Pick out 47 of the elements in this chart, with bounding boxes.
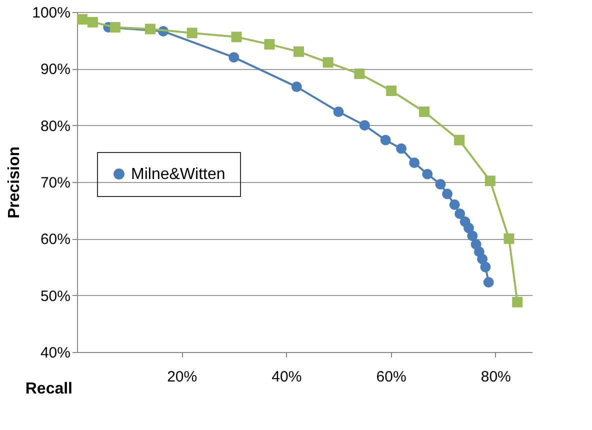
y-tick-label: 50%: [40, 288, 70, 305]
point: [449, 199, 460, 210]
point: [264, 39, 275, 50]
point: [442, 188, 453, 200]
y-axis-title: Precision: [6, 146, 24, 219]
point: [354, 68, 365, 80]
point: [477, 254, 488, 264]
y-tick-label: 100%: [32, 4, 70, 22]
point: [291, 82, 302, 92]
point: [228, 52, 240, 63]
y-tick-label: 60%: [40, 231, 70, 248]
point: [454, 134, 465, 146]
point: [512, 296, 523, 308]
point: [87, 16, 98, 28]
legend-label: Milne&Witten: [131, 166, 226, 183]
point: [76, 14, 88, 25]
x-tick-label: 40%: [272, 368, 302, 386]
y-tick-label: 90%: [40, 61, 70, 78]
y-tick-label: 80%: [40, 118, 70, 135]
point: [144, 24, 156, 34]
y-tick-label: 70%: [40, 174, 70, 192]
point: [322, 57, 334, 68]
point: [333, 106, 344, 117]
point: [463, 222, 474, 234]
point: [231, 32, 242, 42]
point: [409, 158, 420, 168]
point: [480, 262, 491, 272]
x-tick-label: 80%: [480, 368, 511, 386]
point: [484, 176, 496, 186]
point: [186, 28, 198, 38]
point: [504, 233, 514, 244]
point: [419, 106, 430, 117]
point: [422, 168, 433, 180]
y-tick-label: 40%: [40, 344, 70, 362]
x-axis-title: Recall: [25, 380, 72, 398]
point: [435, 179, 446, 190]
point: [110, 22, 120, 33]
point: [294, 46, 304, 57]
point: [396, 143, 406, 154]
point: [359, 120, 370, 131]
point: [454, 208, 466, 219]
x-tick-label: 60%: [376, 368, 406, 386]
x-tick-label: 20%: [167, 368, 198, 386]
point: [386, 86, 397, 96]
point: [467, 230, 478, 242]
point: [380, 134, 391, 146]
point: [483, 277, 494, 288]
